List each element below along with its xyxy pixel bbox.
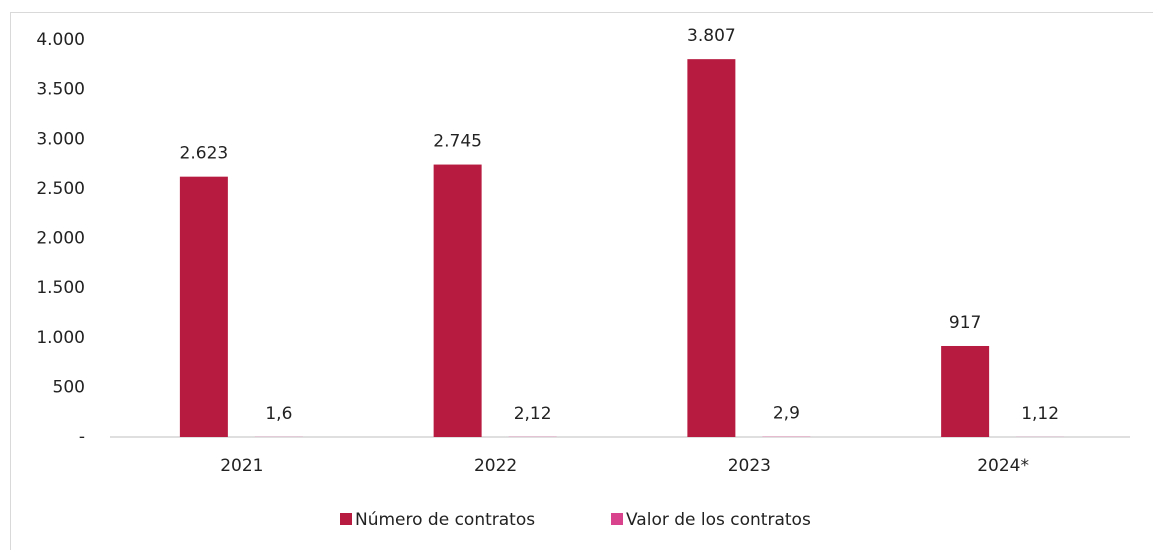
bar [433, 164, 482, 437]
x-tick-label: 2022 [474, 456, 517, 476]
y-tick-label: 500 [53, 377, 85, 397]
value-label: 2,9 [773, 404, 800, 424]
x-tick-label: 2021 [220, 456, 263, 476]
legend-swatch [340, 513, 352, 525]
y-tick-label: 4.000 [36, 30, 85, 50]
y-tick-label: 1.500 [36, 278, 85, 298]
y-tick-label: 3.500 [36, 80, 85, 100]
legend-swatch [611, 513, 623, 525]
y-tick-label: 1.000 [36, 328, 85, 348]
value-label: 1,12 [1021, 404, 1059, 424]
value-label: 2.745 [433, 132, 482, 152]
chart-border [10, 12, 1153, 550]
y-tick-label: 3.000 [36, 129, 85, 149]
legend-label: Valor de los contratos [626, 510, 811, 530]
value-label: 917 [949, 313, 981, 333]
value-label: 3.807 [687, 26, 736, 46]
y-tick-label: 2.500 [36, 179, 85, 199]
y-tick-label: 2.000 [36, 229, 85, 249]
x-tick-label: 2023 [728, 456, 771, 476]
x-tick-label: 2024* [977, 456, 1029, 476]
y-tick-label: - [79, 427, 85, 447]
value-label: 2,12 [514, 404, 552, 424]
legend-label: Número de contratos [355, 510, 535, 530]
bar [941, 345, 990, 437]
bar [179, 176, 228, 438]
value-label: 1,6 [265, 404, 292, 424]
bar [687, 59, 736, 438]
value-label: 2.623 [180, 144, 229, 164]
